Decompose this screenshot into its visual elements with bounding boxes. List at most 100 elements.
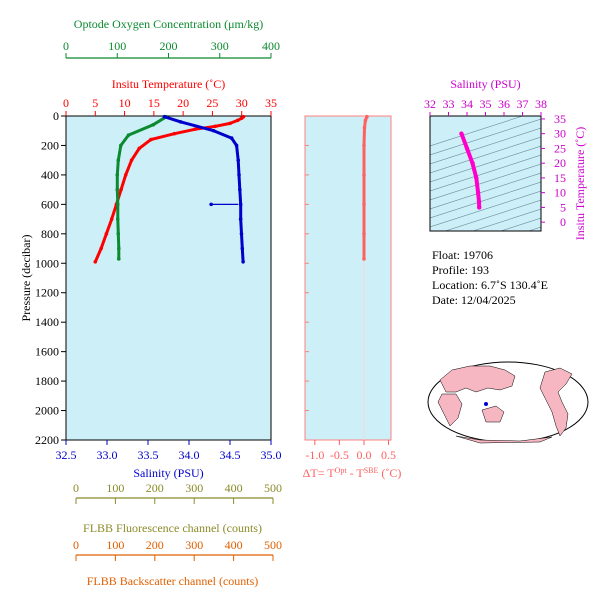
ts-temp-tick-label: 25 [554,141,566,155]
delta-t-frame [304,115,392,441]
salinity-point [239,232,244,236]
delta-t-point [365,114,369,119]
salinity-axis-title: Salinity (PSU) [133,466,203,480]
map-land-antarctica [455,435,553,444]
ts-point [474,175,479,181]
ts-point [476,199,482,204]
pressure-tick-label: 400 [41,168,59,182]
temperature-point [129,158,134,162]
location: Location: 6.7˚S 130.4˚E [432,278,548,292]
oxygen-tick-label: 200 [160,39,178,53]
delta-t-point [362,257,366,261]
salinity-outlier-point [209,202,213,207]
temperature-axis-title: Insitu Temperature (˚C) [112,77,226,91]
delta-t-point [362,232,366,236]
salinity-point [211,128,216,133]
salinity-point [238,217,243,221]
ts-temp-tick-label: 15 [554,171,566,185]
delta-t-axis-title: ΔT= TOpt - TSBE (˚C) [303,466,402,481]
ts-density-contour [430,154,541,192]
pressure-tick-label: 2000 [35,404,59,418]
fluorescence-tick-label: 100 [106,481,124,495]
ts-density-contour [430,163,541,201]
ts-salinity-tick-label: 32 [424,97,436,111]
main-frame [65,115,272,441]
salinity-point [241,260,245,264]
ts-series [459,131,482,210]
ts-temp-tick-label: 30 [554,127,566,141]
delta-t-axes: -1.0 -0.5 0.0 0.5 ΔT= TOpt - TSBE (˚C) [303,115,402,481]
temperature-point [137,146,142,151]
main-plot-area [66,116,271,440]
delta-t-axis-title-part: Opt [335,466,348,475]
temperature-tick-label: 10 [119,96,131,110]
pressure-axis-label: Pressure (decibar) [19,235,33,322]
delta-t-point [363,118,368,123]
ts-density-contour [444,199,541,231]
ts-density-contour [430,127,541,165]
temperature-point [149,137,153,142]
fluorescence-tick-label: 300 [185,481,203,495]
delta-t-tick-label: 0.0 [356,448,371,462]
oxygen-point [115,202,120,207]
ts-point [464,146,470,151]
ts-point [475,190,481,195]
temperature-point [104,232,109,236]
delta-t-axis-title-part: ΔT= T [303,466,336,480]
salinity-point [238,187,242,192]
ts-salinity-tick-label: 33 [443,97,455,111]
temperature-tick-label: 5 [92,96,98,110]
oxygen-point [116,246,121,251]
salinity-point [162,114,167,119]
ts-density-contour [430,145,541,183]
salinity-tick-label: 33.5 [138,448,159,462]
ts-density-contour [430,136,541,174]
temperature-tick-label: 0 [63,96,69,110]
oxygen-point [115,173,120,177]
ts-density-contour [430,172,541,210]
temperature-point [213,124,218,129]
pressure-tick-label: 1800 [35,374,59,388]
oxygen-tick-label: 0 [63,39,69,53]
ts-temp-tick-label: 35 [554,112,566,126]
map-land-australia [481,405,505,423]
salinity-point [236,158,240,162]
temperature-point [193,127,197,132]
delta-t-point [362,173,366,177]
pressure-tick-label: 1200 [35,286,59,300]
fluorescence-tick-label: 0 [73,481,79,495]
backscatter-tick-label: 0 [73,538,79,552]
salinity-point [238,202,243,207]
float-location-marker [484,402,488,406]
ts-point [477,205,482,210]
ts-salinity-tick-label: 35 [480,97,492,111]
ts-density-contour [499,217,541,231]
map-land-eurasia [439,365,516,393]
pressure-tick-label: 600 [41,197,59,211]
oxygen-point [151,123,155,127]
delta-t-point [362,125,367,130]
pressure-tick-label: 1000 [35,256,59,270]
temperature-tick-label: 20 [177,96,189,110]
delta-t-tick-label: -1.0 [305,448,324,462]
backscatter-tick-label: 200 [146,538,164,552]
ts-axes: 32 33 34 35 36 37 38 Salinity (PSU) 051015202530… [424,77,587,240]
salinity-point [229,136,234,140]
ts-salinity-axis-title: Salinity (PSU) [450,77,520,91]
temperature-point [235,118,240,123]
delta-t-axis-title-part: SBE [364,466,379,475]
temperature-point [172,131,177,136]
ts-point [459,131,464,136]
oxygen-point [126,133,131,137]
temperature-tick-label: 30 [236,96,248,110]
delta-t-point [362,143,366,148]
backscatter-axis-title: FLBB Backscatter channel (counts) [87,574,259,588]
oxygen-point [116,257,121,261]
delta-t-plot-area [305,116,391,440]
oxygen-point [116,158,121,162]
oxygen-point [115,187,120,192]
salinity-point [234,143,239,148]
ts-temp-axis-title: Insitu Temperature (˚C) [573,127,587,241]
fluorescence-tick-label: 500 [264,481,282,495]
